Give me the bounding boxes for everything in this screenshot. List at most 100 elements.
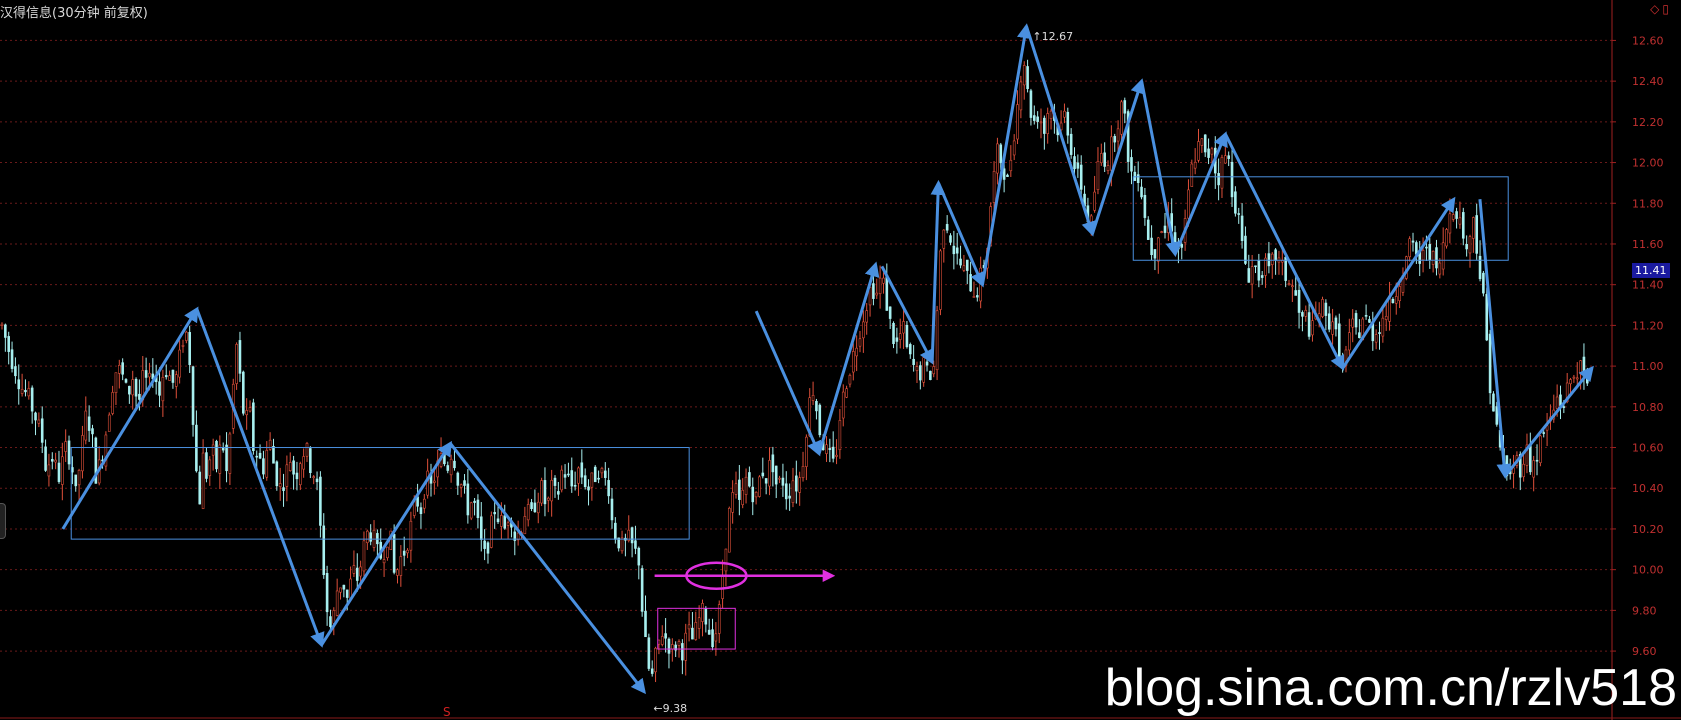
candle-body [1254, 265, 1257, 268]
candle-body [1455, 211, 1458, 219]
window-icon[interactable]: ▯ [1662, 2, 1669, 16]
candle-body [805, 436, 808, 467]
candle-body [939, 250, 942, 310]
candle-body [47, 464, 51, 477]
candle-body [17, 379, 21, 390]
candle-body [1002, 168, 1006, 180]
candle-body [1049, 110, 1053, 119]
candle-body [1461, 212, 1465, 239]
candle-body [1485, 294, 1489, 341]
y-tick-label: 10.00 [1632, 564, 1664, 577]
candle-body [674, 644, 677, 651]
candle-body [34, 412, 37, 421]
candle-body [748, 472, 751, 487]
candle-body [1478, 255, 1482, 280]
candle-body [453, 460, 456, 469]
candle-body [580, 462, 584, 478]
candle-body [1562, 406, 1566, 408]
candle-body [681, 643, 684, 661]
candle-body [27, 388, 31, 397]
candle-body [456, 472, 460, 486]
candle-body [1458, 217, 1462, 225]
candle-body [1525, 444, 1529, 466]
candle-body [1351, 318, 1354, 328]
candle-body [650, 668, 654, 674]
candle-body [644, 610, 647, 638]
candle-body [774, 465, 778, 485]
y-tick-label: 12.20 [1632, 116, 1664, 129]
candle-body [1495, 406, 1499, 425]
candle-body [352, 565, 356, 574]
candle-body [168, 375, 171, 381]
grid-lines [0, 39, 1612, 652]
candle-body [1227, 155, 1230, 159]
trend-arrow [754, 310, 822, 457]
candle-body [955, 247, 959, 254]
candle-body [831, 446, 835, 459]
candle-body [875, 292, 879, 296]
candle-body [1294, 290, 1298, 296]
candle-body [1341, 358, 1344, 362]
breakout-ellipse [685, 561, 748, 591]
candle-body [848, 374, 852, 385]
candle-body [1291, 285, 1294, 288]
candle-body [1100, 153, 1103, 164]
candle-body [476, 499, 480, 519]
candle-body [1565, 382, 1569, 402]
candle-body [687, 624, 691, 630]
candle-body [1585, 375, 1589, 384]
candle-body [1113, 136, 1117, 143]
candle-body [1039, 121, 1043, 124]
corner-controls[interactable]: ◇ ▯ [1650, 3, 1669, 15]
candle-body [1203, 134, 1207, 153]
candle-body [1492, 393, 1495, 412]
candle-body [912, 358, 915, 365]
candle-body [91, 428, 94, 435]
candle-body [171, 369, 175, 383]
candle-body [1264, 257, 1267, 276]
trend-arrow [880, 265, 934, 365]
candle-body [446, 465, 450, 471]
candle-body [1220, 157, 1224, 189]
candle-body [751, 486, 755, 503]
candle-body [369, 532, 372, 542]
candle-body [513, 531, 517, 541]
candle-body [516, 532, 520, 541]
candle-body [1559, 394, 1562, 406]
candle-body [553, 477, 557, 486]
candle-body [898, 333, 902, 340]
candle-body [483, 540, 486, 549]
candle-body [664, 633, 667, 639]
candle-body [691, 627, 694, 640]
candle-body [44, 446, 47, 471]
panel-resize-handle[interactable] [0, 503, 6, 539]
candle-body [597, 477, 600, 480]
candle-body [61, 456, 64, 485]
candle-body [563, 474, 567, 478]
candle-body [1579, 360, 1582, 375]
trend-arrow [817, 261, 880, 455]
candle-body [362, 540, 366, 572]
candle-body [128, 385, 131, 395]
candle-body [1140, 186, 1143, 198]
candle-body [540, 480, 543, 504]
candle-body [1411, 240, 1415, 243]
candle-body [523, 516, 527, 535]
candle-body [620, 537, 624, 552]
diamond-icon[interactable]: ◇ [1650, 2, 1660, 16]
candle-body [1445, 229, 1448, 247]
candle-body [550, 479, 553, 502]
candle-body [919, 365, 922, 381]
candle-body [1029, 90, 1033, 118]
candle-body [526, 504, 530, 521]
candle-body [161, 377, 165, 402]
candle-body [902, 321, 905, 334]
candle-body [406, 549, 409, 554]
candle-body [885, 274, 889, 311]
candle-body [1488, 333, 1492, 394]
candle-body [1106, 165, 1110, 171]
candle-body [1575, 377, 1579, 380]
candle-body [1468, 236, 1472, 254]
range-box [1132, 176, 1509, 261]
